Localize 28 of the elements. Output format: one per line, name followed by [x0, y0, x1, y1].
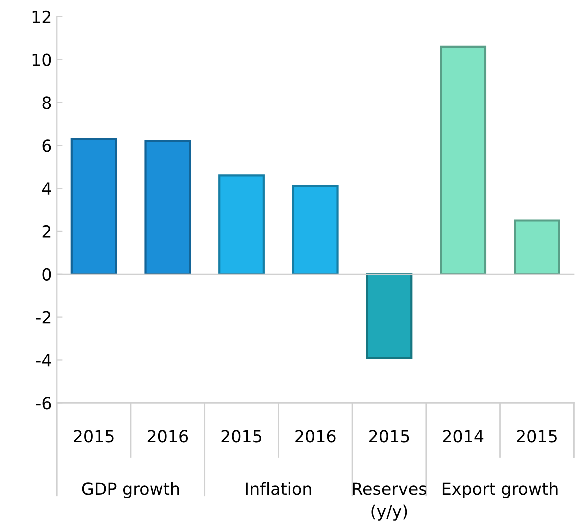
y-tick-label: -6 [36, 397, 52, 410]
bar [70, 138, 118, 276]
bar [440, 46, 487, 276]
x-tick-label: 2014 [443, 430, 484, 443]
x-tick-label: 2016 [148, 430, 188, 443]
bar [144, 140, 192, 276]
y-tick-label: 2 [42, 225, 51, 238]
x-tick-label: 2016 [296, 430, 336, 443]
x-tick-label: 2015 [74, 430, 114, 443]
bar [218, 174, 265, 276]
y-tick-label: -2 [36, 311, 51, 324]
text: GDP growth [82, 482, 180, 498]
y-tick-label: 12 [32, 10, 51, 24]
bar [514, 220, 560, 276]
y-tick-label: 4 [42, 182, 52, 195]
x-tick-label: 2015 [222, 430, 262, 443]
x-tick-label: 2015 [369, 430, 410, 443]
bar [292, 185, 339, 276]
y-tick-label: -4 [36, 354, 52, 367]
y-tick-label: 6 [42, 140, 52, 152]
x-tick-label: 2015 [517, 430, 557, 443]
text: Export growth [442, 482, 558, 498]
text: Inflation [246, 482, 312, 496]
text: Reserves (y/y) [353, 482, 426, 521]
y-tick-label: 8 [42, 96, 52, 110]
y-tick-label: 10 [32, 54, 52, 66]
bar [366, 273, 413, 360]
y-tick-label: 0 [42, 268, 52, 281]
